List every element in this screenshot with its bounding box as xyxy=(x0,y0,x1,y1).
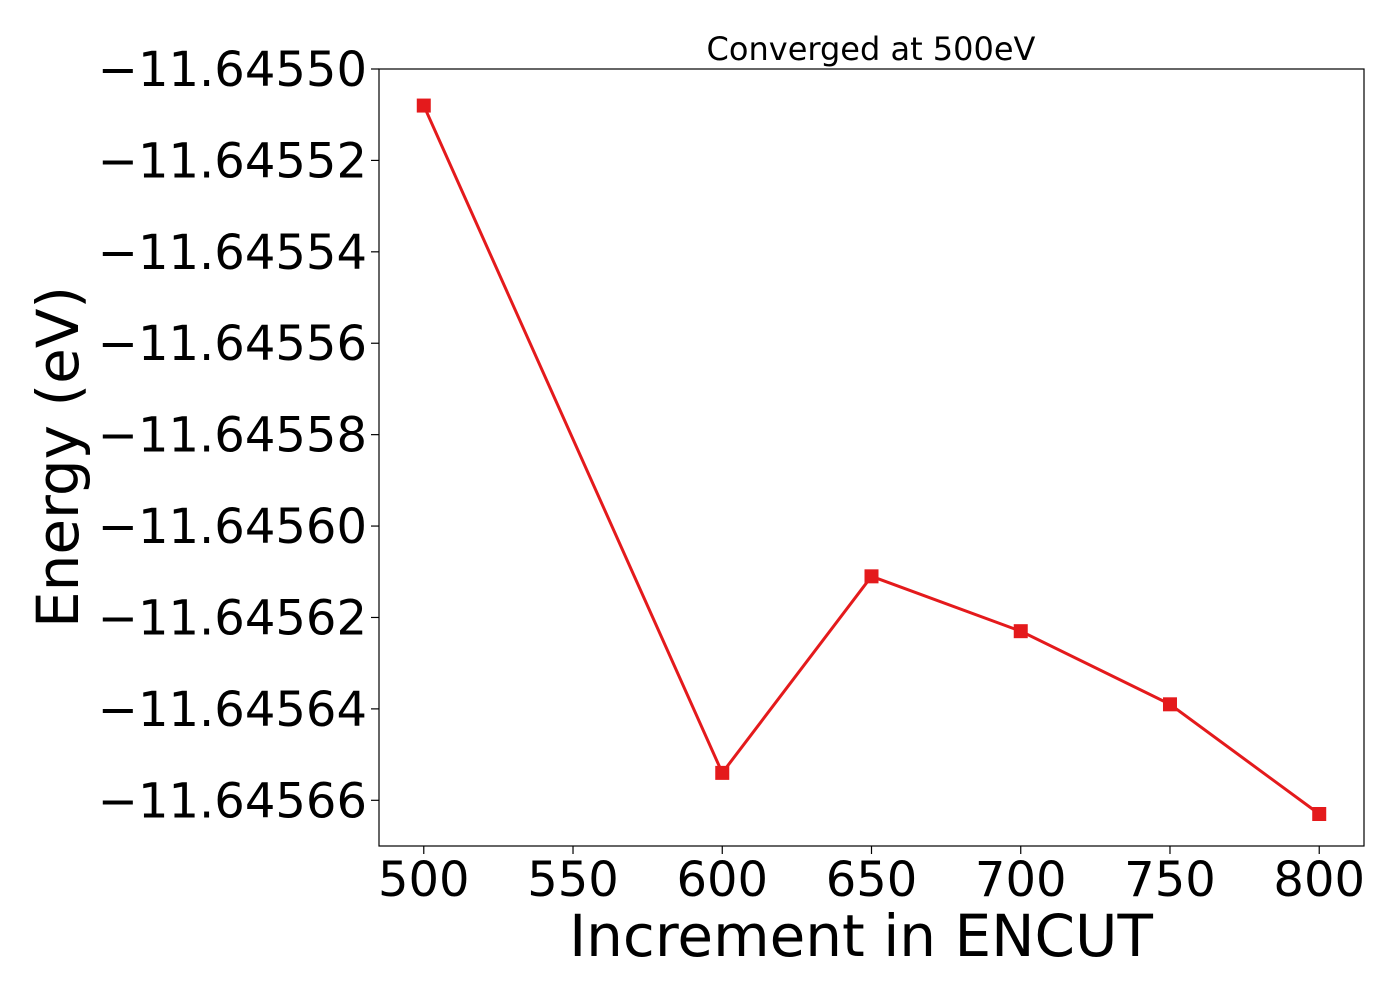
chart-title: Converged at 500eV xyxy=(707,30,1036,68)
x-tick-label: 600 xyxy=(676,852,768,908)
x-axis-ticks: 500 550 600 650 700 750 800 xyxy=(378,846,1365,908)
axes-frame xyxy=(378,68,1365,847)
x-tick-label: 750 xyxy=(1124,852,1216,908)
x-tick-label: 650 xyxy=(826,852,918,908)
y-tick-label: −11.64552 xyxy=(98,133,367,189)
x-tick-label: 500 xyxy=(378,852,470,908)
x-axis-label: Increment in ENCUT xyxy=(569,902,1153,970)
x-tick-label: 550 xyxy=(527,852,619,908)
y-tick-label: −11.64560 xyxy=(98,499,367,555)
y-tick-label: −11.64564 xyxy=(98,682,367,738)
data-point-marker xyxy=(864,569,879,584)
series-line xyxy=(422,104,1321,816)
data-point-marker xyxy=(1162,697,1177,712)
series-layer xyxy=(416,98,1327,822)
y-tick-label: −11.64556 xyxy=(98,316,367,372)
data-point-marker xyxy=(1312,807,1327,822)
x-tick-label: 800 xyxy=(1273,852,1365,908)
y-tick-label: −11.64558 xyxy=(98,408,367,464)
data-point-marker xyxy=(416,98,431,113)
data-point-marker xyxy=(1013,624,1028,639)
data-point-marker xyxy=(715,765,730,780)
x-tick-label: 700 xyxy=(975,852,1067,908)
y-tick-label: −11.64554 xyxy=(98,225,367,281)
y-tick-label: −11.64550 xyxy=(98,42,367,98)
y-axis-label: Energy (eV) xyxy=(24,286,92,628)
y-tick-label: −11.64566 xyxy=(98,773,367,829)
y-axis-ticks: −11.64550 −11.64552 −11.64554 −11.64556 −11.… xyxy=(98,42,379,829)
y-tick-label: −11.64562 xyxy=(98,590,367,646)
